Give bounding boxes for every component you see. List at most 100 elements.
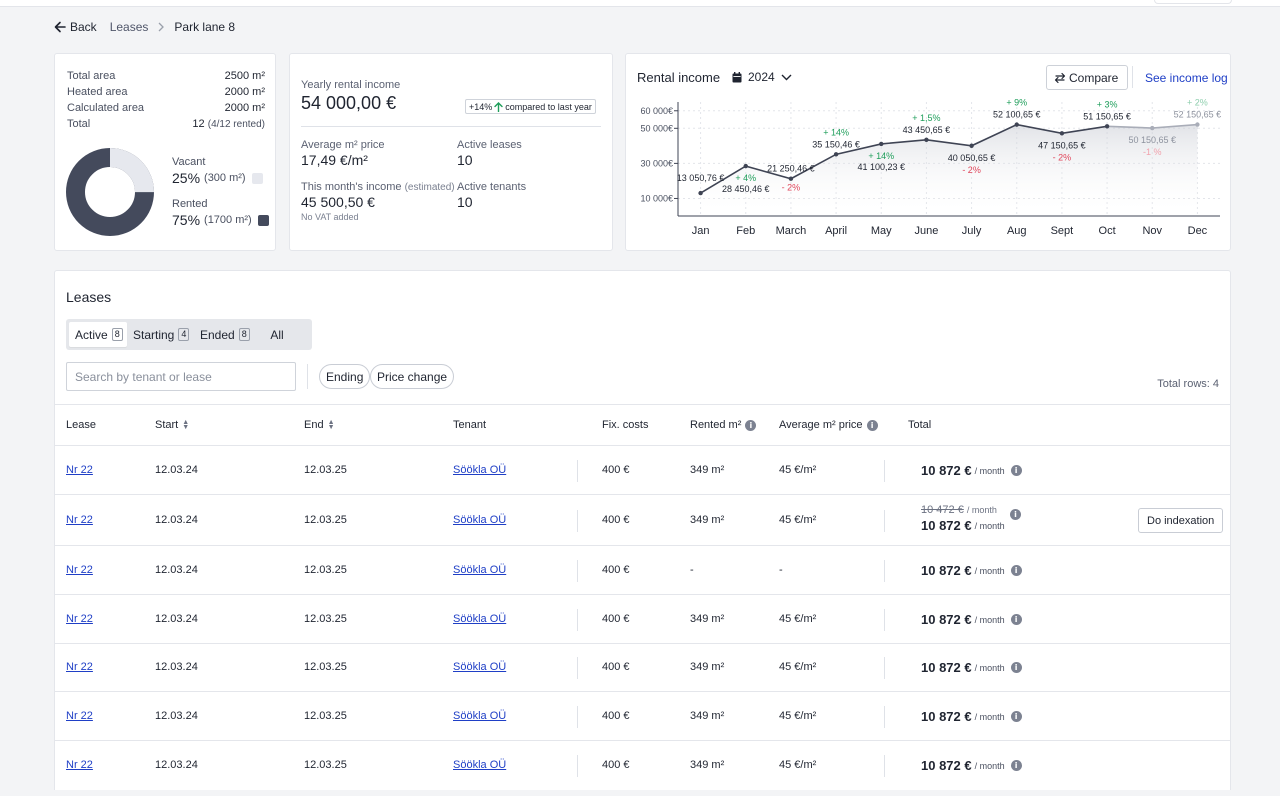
lease-link[interactable]: Nr 22 (66, 759, 93, 771)
compare-button[interactable]: Compare (1046, 65, 1129, 90)
avg-price-value: 17,49 €/m² (301, 152, 368, 168)
info-icon[interactable]: i (745, 419, 757, 431)
info-icon[interactable]: i (1010, 711, 1022, 722)
column-divider (577, 510, 578, 532)
info-icon[interactable]: i (1010, 760, 1022, 771)
col-tenant: Tenant (453, 419, 487, 431)
info-icon[interactable]: i (1010, 565, 1022, 576)
tenant-link[interactable]: Sööklа OÜ (453, 564, 507, 576)
end-date: 12.03.25 (304, 514, 347, 526)
info-icon[interactable]: i (1010, 465, 1022, 476)
lease-link[interactable]: Nr 22 (66, 613, 93, 625)
tab-starting[interactable]: Starting 4 (127, 322, 194, 347)
per-month: / month (974, 520, 1005, 531)
rented-area: 349 m² (690, 661, 725, 673)
breadcrumb-current: Park lane 8 (174, 20, 236, 34)
total-with-change: 10 472 € / month 10 872 € / month (921, 504, 1005, 533)
total-cell: 10 872 € / month i (921, 612, 1022, 627)
column-divider (577, 609, 578, 631)
chevron-down-icon (781, 74, 792, 80)
lease-link[interactable]: Nr 22 (66, 514, 93, 526)
tenant-link[interactable]: Sööklа OÜ (453, 710, 507, 722)
area-fill (700, 124, 1198, 216)
legend-vacant: Vacant 25% (300 m²) (172, 156, 263, 186)
year-select[interactable]: 2024 (732, 70, 792, 84)
tenant-link[interactable]: Sööklа OÜ (453, 759, 507, 771)
search-input[interactable] (66, 362, 296, 391)
value-label: 50 150,65 € (1128, 135, 1176, 145)
table-row: Nr 22 12.03.24 12.03.25 Sööklа OÜ 400 € 349 m… (55, 595, 1230, 644)
change-label: + 4% (735, 173, 756, 183)
tab-ended[interactable]: Ended 8 (194, 322, 252, 347)
col-start[interactable]: Start ▲ ▼ (155, 419, 190, 431)
rented-area: - (690, 564, 694, 576)
total-units-sub: (4/12 rented) (207, 119, 265, 130)
rented-label: Rented (172, 198, 208, 210)
area-label: Heated area (67, 86, 128, 98)
filter-ending-chip[interactable]: Ending (319, 364, 371, 389)
x-tick-label: June (914, 225, 938, 237)
avg-price-label: Average m² price (301, 139, 385, 151)
vacant-label: Vacant (172, 156, 206, 168)
vacant-area: (300 m²) (204, 172, 246, 184)
total-cell: 10 872 € / month i (921, 463, 1022, 478)
tenant-link[interactable]: Sööklа OÜ (453, 661, 507, 673)
data-point (1195, 122, 1200, 127)
info-icon[interactable]: i (866, 419, 878, 431)
per-month: / month (974, 614, 1005, 625)
total-cell: 10 872 € / month i (921, 660, 1022, 675)
tenant-link[interactable]: Sööklа OÜ (453, 464, 507, 476)
tenant-link[interactable]: Sööklа OÜ (453, 613, 507, 625)
total-value: 10 872 € (921, 612, 972, 627)
col-end[interactable]: End ▲ ▼ (304, 419, 335, 431)
info-icon[interactable]: i (1010, 662, 1022, 673)
rented-area: 349 m² (690, 710, 725, 722)
start-date: 12.03.24 (155, 759, 198, 771)
x-tick-label: Nov (1142, 225, 1162, 237)
tab-label: Starting (133, 327, 175, 342)
lease-link[interactable]: Nr 22 (66, 464, 93, 476)
per-month: / month (974, 662, 1005, 673)
lease-link[interactable]: Nr 22 (66, 564, 93, 576)
tab-active[interactable]: Active 8 (69, 322, 127, 347)
tab-all[interactable]: All (252, 322, 302, 347)
end-date: 12.03.25 (304, 710, 347, 722)
info-icon[interactable]: i (1010, 614, 1022, 625)
start-date: 12.03.24 (155, 710, 198, 722)
lease-link[interactable]: Nr 22 (66, 661, 93, 673)
tenant-link[interactable]: Sööklа OÜ (453, 514, 507, 526)
vacant-swatch (251, 172, 263, 184)
total-cell: 10 872 € / month i (921, 709, 1022, 724)
change-label: - 2% (962, 165, 981, 175)
avg-price: 45 €/m² (779, 759, 817, 771)
avg-price: 45 €/m² (779, 661, 817, 673)
total-value: 10 872 € (921, 463, 972, 478)
change-label: + 3% (1097, 99, 1118, 109)
tab-count: 8 (238, 328, 250, 341)
month-income-label: This month's income (estimated) (301, 181, 455, 193)
lease-link[interactable]: Nr 22 (66, 710, 93, 722)
table-header: Lease Start ▲ ▼ End ▲ ▼ Tenant Fix. costs Re… (55, 404, 1230, 446)
start-date: 12.03.24 (155, 661, 198, 673)
value-label: 13 050,76 € (677, 173, 725, 183)
change-label: + 14% (823, 127, 849, 137)
back-button[interactable]: Back (54, 20, 97, 34)
chart-title: Rental income (637, 70, 721, 85)
avg-price: - (779, 564, 783, 576)
income-card: Yearly rental income 54 000,00 € +14% co… (289, 53, 613, 251)
do-indexation-button[interactable]: Do indexation (1138, 508, 1224, 533)
column-divider (884, 706, 885, 728)
income-log-link[interactable]: See income log (1145, 71, 1228, 85)
filter-price-change-chip[interactable]: Price change (370, 364, 455, 389)
breadcrumb-leases[interactable]: Leases (109, 20, 149, 34)
lease-status-tabs: Active 8 Starting 4 Ended 8 All (66, 319, 312, 350)
data-point (743, 163, 748, 169)
sort-icon: ▲ ▼ (327, 419, 335, 431)
total-rows: Total rows: 4 (1157, 378, 1219, 390)
y-tick-label: 60 000€ (640, 106, 673, 116)
calendar-icon (732, 71, 742, 82)
total-value: 10 872 € (921, 518, 972, 533)
tab-label: Active (75, 327, 108, 342)
info-icon[interactable]: i (1010, 509, 1021, 520)
total-units-value: 12 (192, 118, 205, 130)
